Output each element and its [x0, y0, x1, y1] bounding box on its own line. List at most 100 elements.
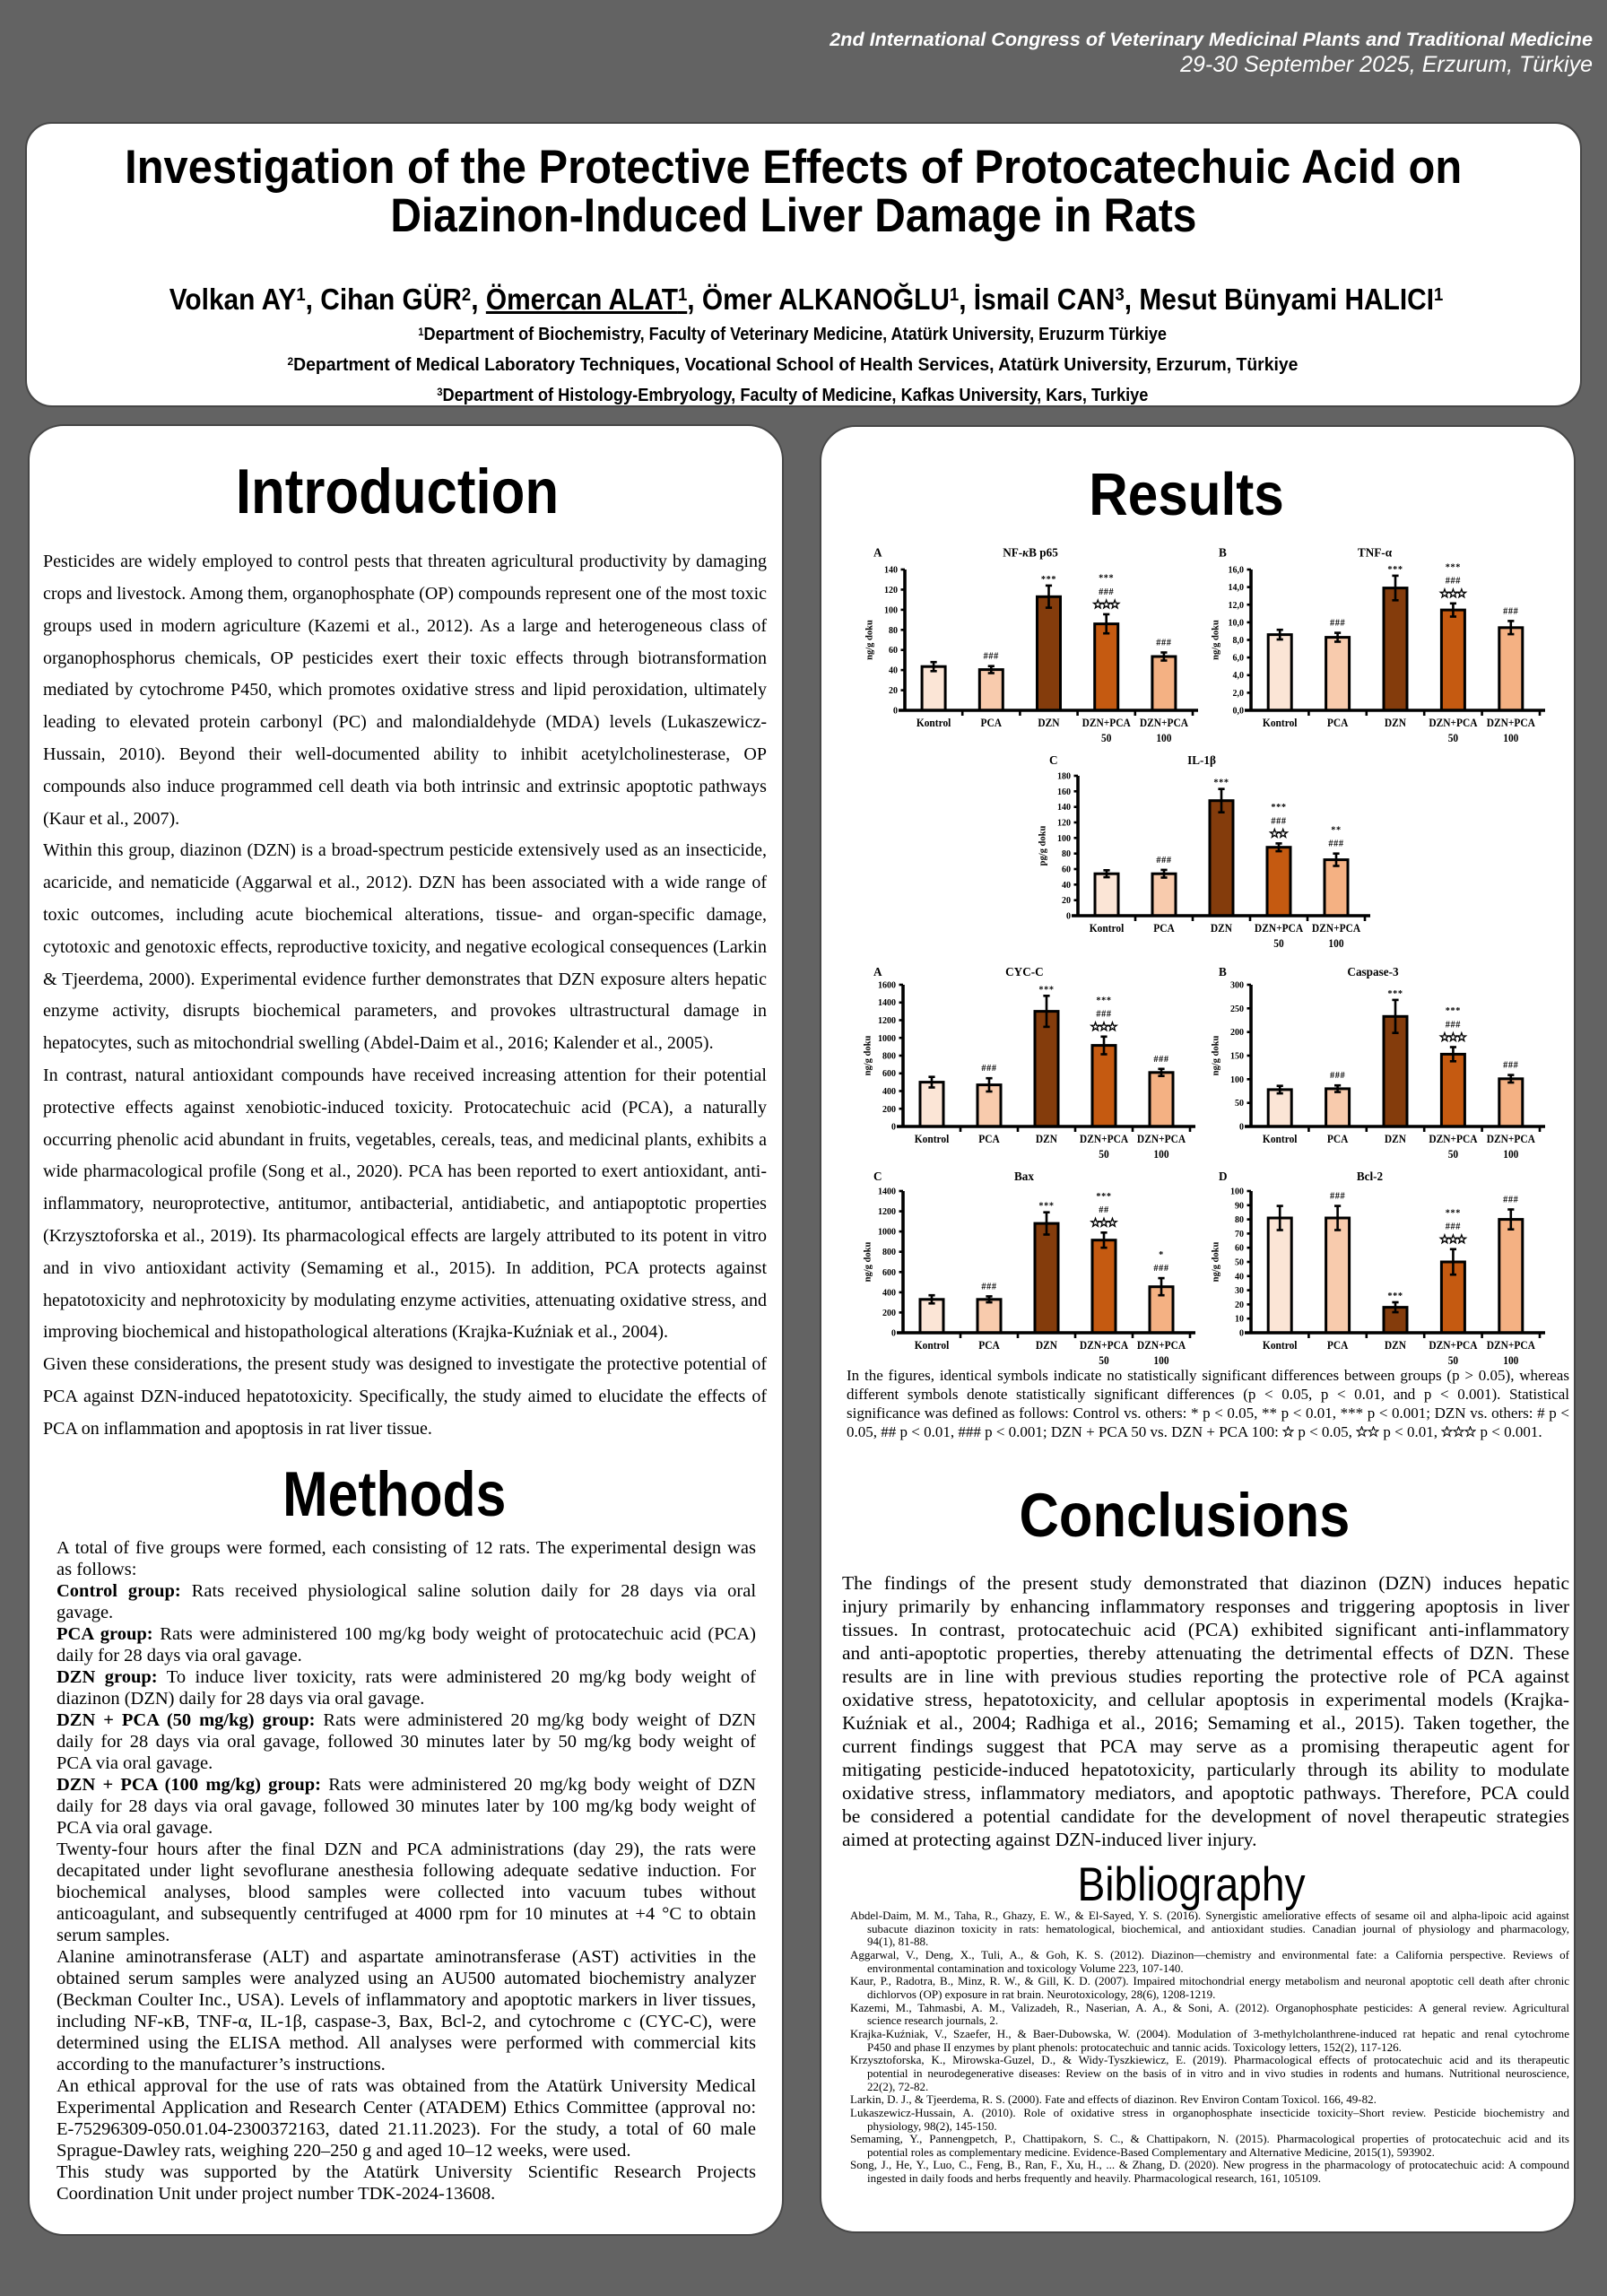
svg-text:8,0: 8,0 [1233, 636, 1245, 646]
svg-text:###: ### [1156, 856, 1171, 865]
svg-text:IL-1β: IL-1β [1187, 753, 1216, 767]
svg-text:##: ## [1099, 1205, 1109, 1215]
svg-text:100: 100 [1153, 1353, 1168, 1367]
svg-text:20: 20 [1235, 1300, 1244, 1310]
svg-text:800: 800 [882, 1052, 896, 1062]
svg-text:0: 0 [891, 1123, 896, 1133]
svg-text:0: 0 [1066, 912, 1071, 922]
svg-text:50: 50 [1235, 1099, 1244, 1109]
svg-text:***: *** [1038, 985, 1054, 995]
svg-text:1000: 1000 [878, 1228, 896, 1238]
svg-text:DZN: DZN [1038, 716, 1059, 729]
svg-text:DZN+PCA: DZN+PCA [1255, 921, 1303, 935]
svg-text:DZN+PCA: DZN+PCA [1429, 716, 1477, 729]
svg-text:DZN+PCA: DZN+PCA [1140, 716, 1188, 729]
svg-text:120: 120 [1057, 819, 1071, 829]
svg-text:DZN+PCA: DZN+PCA [1487, 1338, 1535, 1352]
svg-text:150: 150 [1230, 1052, 1244, 1062]
svg-text:DZN+PCA: DZN+PCA [1080, 1132, 1128, 1145]
svg-text:Caspase-3: Caspase-3 [1347, 965, 1399, 978]
svg-text:DZN: DZN [1211, 921, 1232, 935]
svg-text:TNF-α: TNF-α [1358, 546, 1393, 560]
svg-text:Kontrol: Kontrol [1090, 921, 1125, 935]
svg-text:Kontrol: Kontrol [1263, 1338, 1298, 1352]
svg-text:###: ### [1503, 606, 1518, 616]
svg-text:***: *** [1387, 1292, 1403, 1301]
svg-text:PCA: PCA [978, 1132, 1000, 1145]
svg-text:###: ### [1446, 1020, 1461, 1030]
svg-text:DZN+PCA: DZN+PCA [1312, 921, 1360, 935]
svg-text:0: 0 [1239, 1123, 1244, 1133]
svg-text:PCA: PCA [981, 716, 1003, 729]
svg-text:1200: 1200 [878, 1207, 896, 1217]
svg-text:***: *** [1387, 989, 1403, 999]
svg-text:DZN+PCA: DZN+PCA [1082, 716, 1131, 729]
svg-text:100: 100 [1503, 1147, 1518, 1161]
svg-text:600: 600 [882, 1069, 896, 1079]
svg-text:20: 20 [1062, 896, 1071, 906]
svg-text:***: *** [1038, 1202, 1054, 1212]
svg-text:16,0: 16,0 [1229, 566, 1245, 576]
svg-text:###: ### [1446, 1222, 1461, 1232]
svg-text:100: 100 [1153, 1147, 1168, 1161]
svg-text:A: A [873, 965, 882, 978]
svg-text:0,0: 0,0 [1233, 707, 1245, 717]
svg-text:140: 140 [884, 566, 898, 576]
svg-text:80: 80 [889, 626, 898, 636]
svg-text:2,0: 2,0 [1233, 689, 1245, 699]
svg-text:100: 100 [884, 605, 898, 615]
svg-text:B: B [1219, 965, 1227, 978]
svg-text:50: 50 [1099, 1353, 1108, 1367]
svg-text:***: *** [1271, 803, 1286, 813]
svg-text:###: ### [1330, 619, 1345, 629]
svg-text:C: C [1049, 753, 1058, 767]
svg-text:Kontrol: Kontrol [915, 1132, 950, 1145]
svg-text:14,0: 14,0 [1229, 583, 1245, 593]
svg-text:200: 200 [1230, 1028, 1244, 1038]
svg-text:20: 20 [889, 686, 898, 696]
svg-text:***: *** [1446, 562, 1461, 572]
svg-text:###: ### [1446, 577, 1461, 587]
svg-text:40: 40 [1062, 881, 1071, 891]
svg-text:DZN: DZN [1385, 1338, 1406, 1352]
svg-text:60: 60 [889, 646, 898, 656]
svg-text:120: 120 [884, 586, 898, 596]
svg-text:pg/g doku: pg/g doku [1038, 826, 1048, 866]
svg-text:1400: 1400 [878, 1187, 896, 1197]
svg-text:0: 0 [893, 707, 898, 717]
svg-text:DZN: DZN [1385, 1132, 1406, 1145]
svg-text:###: ### [1271, 816, 1286, 826]
svg-text:DZN: DZN [1036, 1338, 1057, 1352]
svg-text:50: 50 [1448, 731, 1458, 744]
svg-text:100: 100 [1328, 936, 1343, 950]
svg-text:6,0: 6,0 [1233, 654, 1245, 664]
svg-text:###: ### [981, 1064, 996, 1074]
svg-text:50: 50 [1099, 1147, 1108, 1161]
svg-text:DZN: DZN [1036, 1132, 1057, 1145]
svg-text:***: *** [1446, 1006, 1461, 1016]
svg-text:A: A [873, 546, 882, 560]
svg-text:###: ### [1153, 1264, 1168, 1274]
svg-text:***: *** [1213, 778, 1229, 788]
svg-text:60: 60 [1062, 865, 1071, 875]
svg-text:###: ### [1153, 1055, 1168, 1065]
svg-text:PCA: PCA [978, 1338, 1000, 1352]
svg-text:D: D [1219, 1170, 1228, 1183]
svg-text:Kontrol: Kontrol [1263, 716, 1298, 729]
svg-text:DZN: DZN [1385, 716, 1406, 729]
svg-text:50: 50 [1235, 1258, 1244, 1268]
svg-text:0: 0 [891, 1329, 896, 1339]
svg-text:CYC-C: CYC-C [1005, 965, 1044, 978]
svg-text:**: ** [1331, 825, 1342, 835]
svg-text:4,0: 4,0 [1233, 671, 1245, 681]
svg-text:400: 400 [882, 1087, 896, 1097]
svg-text:Kontrol: Kontrol [1263, 1132, 1298, 1145]
svg-text:DZN+PCA: DZN+PCA [1487, 716, 1535, 729]
svg-text:###: ### [1330, 1192, 1345, 1202]
svg-text:50: 50 [1101, 731, 1111, 744]
svg-text:ng/g doku: ng/g doku [865, 620, 875, 660]
svg-text:***: *** [1446, 1208, 1461, 1218]
svg-text:###: ### [1096, 1010, 1111, 1020]
svg-text:ng/g doku: ng/g doku [1212, 1036, 1221, 1076]
svg-text:50: 50 [1448, 1353, 1458, 1367]
